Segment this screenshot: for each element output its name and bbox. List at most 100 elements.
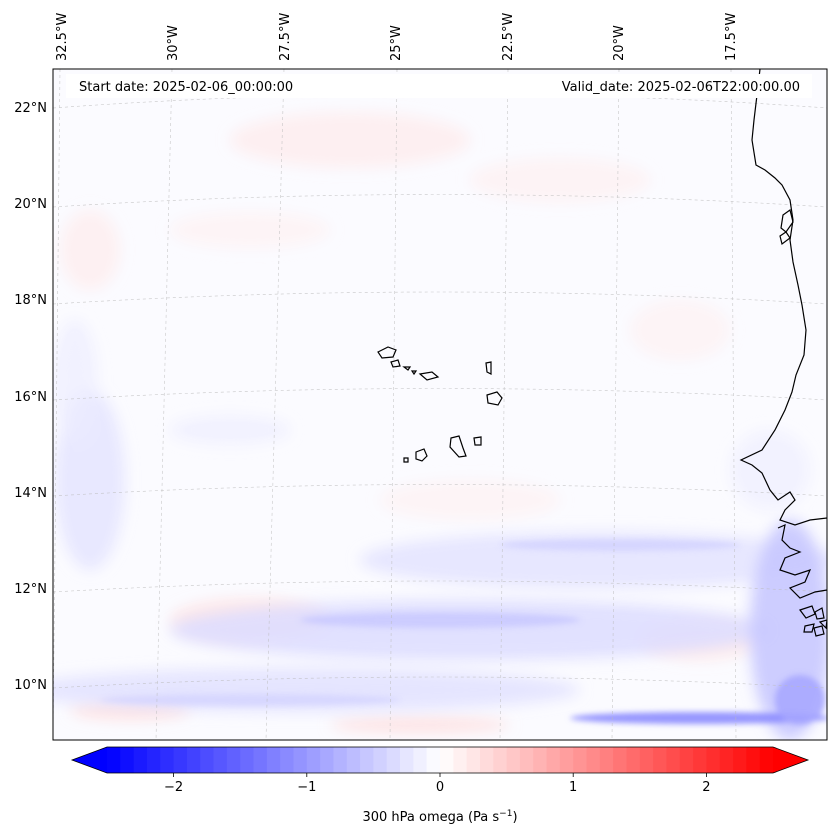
omega-patch: [775, 675, 825, 725]
colorbar-cell: [639, 747, 654, 773]
colorbar-cell: [173, 747, 188, 773]
colorbar-cell: [360, 747, 374, 773]
colorbar-tick-label: −1: [297, 780, 316, 795]
omega-patch: [470, 158, 650, 202]
coastal-island: [779, 231, 791, 246]
colorbar-cell: [626, 747, 641, 773]
colorbar-tick-label: 1: [569, 780, 577, 795]
colorbar-cells: [107, 747, 774, 773]
colorbar-cell: [373, 747, 388, 773]
graticule-lon-line: [389, 69, 398, 740]
cape-verde-islands: [377, 346, 503, 463]
lon-label: 25°W: [389, 25, 404, 61]
island-santo-antao: [377, 346, 397, 359]
bijagos-island: [803, 623, 815, 633]
lon-label: 17.5°W: [724, 13, 739, 61]
colorbar-cell: [386, 747, 401, 773]
colorbar-cell: [440, 747, 454, 773]
lat-label: 20°N: [14, 197, 47, 212]
colorbar-cell: [533, 747, 547, 773]
colorbar-cell: [759, 747, 774, 773]
omega-patch: [170, 416, 290, 444]
map-frame: [52, 68, 828, 741]
colorbar-cell: [226, 747, 241, 773]
map-panel: Start date: 2025-02-06_00:00:00 Valid_da…: [52, 68, 828, 741]
colorbar-cell: [253, 747, 268, 773]
island-maio: [473, 436, 482, 446]
colorbar-cell: [266, 747, 281, 773]
island-fogo: [415, 448, 428, 462]
omega-patch: [570, 712, 827, 724]
lat-label: 22°N: [14, 101, 47, 116]
graticule-lat-line: [53, 580, 827, 593]
colorbar-cell: [200, 747, 214, 773]
colorbar-min-extension: [72, 747, 107, 773]
colorbar-cell: [479, 747, 494, 773]
colorbar-cell: [240, 747, 254, 773]
omega-field: [53, 69, 827, 740]
colorbar-cell: [306, 747, 321, 773]
colorbar-cell: [586, 747, 601, 773]
graticule-lat-line: [53, 194, 827, 208]
lon-label: 27.5°W: [278, 13, 293, 61]
island-boa-vista: [486, 391, 503, 406]
graticule-lat-line: [53, 484, 827, 497]
colorbar-ticks: −2 −1 0 1 2: [164, 773, 711, 795]
island-sao-vicente: [390, 359, 401, 368]
colorbar-cell: [333, 747, 348, 773]
lat-label: 18°N: [14, 293, 47, 308]
colorbar-cell: [320, 747, 334, 773]
colorbar: −2 −1 0 1 2 300 hPa omega (Pa s−1): [70, 746, 810, 825]
colorbar-cell: [613, 747, 627, 773]
colorbar-cell: [693, 747, 707, 773]
graticule-lat-line: [53, 676, 827, 689]
colorbar-cell: [400, 747, 414, 773]
latitude-labels: 22°N 20°N 18°N 16°N 14°N 12°N 10°N: [14, 101, 47, 693]
colorbar-cell: [133, 747, 148, 773]
strong-ascent: [100, 539, 827, 725]
colorbar-cell: [733, 747, 747, 773]
graticule: [53, 69, 827, 740]
colorbar-cell: [160, 747, 174, 773]
colorbar-label-close: ): [512, 810, 517, 825]
lon-label: 30°W: [166, 25, 181, 61]
omega-patch: [230, 112, 470, 168]
colorbar-cell: [653, 747, 667, 773]
graticule-lat-line: [53, 291, 827, 305]
colorbar-cell: [559, 747, 574, 773]
bijagos-island: [814, 607, 825, 620]
omega-patch: [100, 694, 400, 706]
colorbar-cell: [280, 747, 294, 773]
colorbar-cell: [546, 747, 561, 773]
colorbar-label-exponent: −1: [499, 809, 512, 819]
colorbar-cell: [599, 747, 614, 773]
graticule-lon-line: [53, 69, 61, 740]
island-sao-nicolau: [418, 371, 440, 381]
mainland-coast: [739, 69, 827, 526]
lat-label: 12°N: [14, 582, 47, 597]
colorbar-cell: [719, 747, 734, 773]
island-islet: [410, 370, 418, 376]
bijagos-island: [813, 625, 825, 637]
colorbar-cell: [666, 747, 681, 773]
colorbar-outline: [70, 746, 810, 774]
guinea-coast: [777, 523, 827, 599]
colorbar-cell: [107, 747, 121, 773]
coastal-island: [780, 208, 794, 233]
colorbar-cell: [213, 747, 228, 773]
colorbar-cell: [493, 747, 507, 773]
coastline: [739, 69, 827, 637]
graticule-lon-line: [730, 69, 737, 740]
omega-patch: [170, 212, 330, 248]
graticule-lat-line: [53, 93, 827, 109]
longitude-labels: 32.5°W 30°W 27.5°W 25°W 22.5°W 20°W 17.5…: [55, 13, 739, 61]
colorbar-cell: [679, 747, 694, 773]
colorbar-cell: [120, 747, 135, 773]
island-santiago: [449, 435, 467, 458]
start-date-label: Start date: 2025-02-06_00:00:00: [79, 80, 293, 95]
colorbar-cell: [573, 747, 587, 773]
omega-patch: [730, 430, 810, 510]
colorbar-label: 300 hPa omega (Pa s−1): [362, 809, 517, 825]
valid-date-label: Valid_date: 2025-02-06T22:00:00.00: [562, 80, 800, 95]
